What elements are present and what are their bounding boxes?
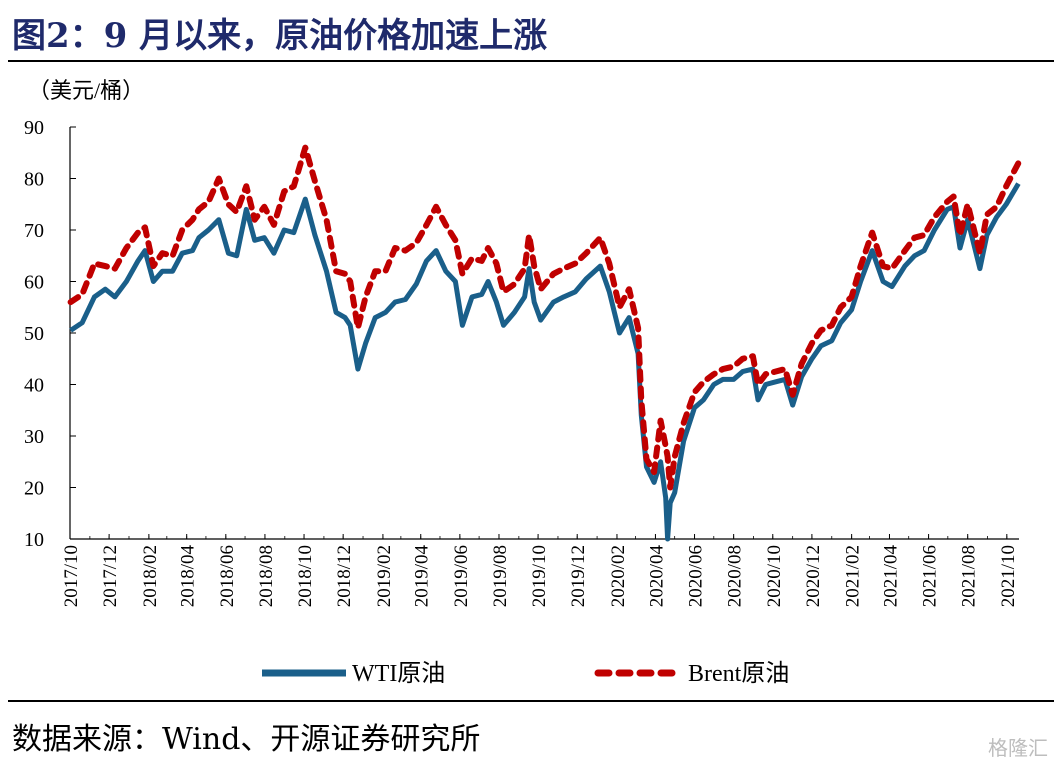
x-tick-label: 2021/08 — [959, 545, 980, 607]
x-tick-label: 2018/02 — [140, 545, 161, 607]
y-axis-unit-label: （美元/桶） — [28, 78, 144, 103]
x-tick-label: 2018/06 — [217, 545, 238, 607]
y-tick-label: 30 — [24, 426, 44, 448]
oil-price-chart: （美元/桶） 10 20 30 40 50 60 70 80 90 2017/10 2017/12 2… — [24, 78, 1022, 687]
x-tick-label: 2021/02 — [843, 545, 864, 607]
x-tick-label: 2020/10 — [764, 545, 785, 607]
x-tick-label: 2020/02 — [608, 545, 629, 607]
x-tick-label: 2020/08 — [725, 545, 746, 607]
x-tick-label: 2019/08 — [490, 545, 511, 607]
x-tick-label: 2021/06 — [920, 545, 941, 607]
x-tick-label: 2018/08 — [256, 545, 277, 607]
legend: WTI原油 Brent原油 — [262, 660, 789, 687]
watermark: 格隆汇 — [988, 736, 1048, 760]
x-tick-label: 2017/12 — [100, 545, 121, 607]
y-tick-label: 40 — [24, 375, 44, 397]
series-layer — [67, 144, 1022, 542]
x-tick-label: 2020/04 — [646, 545, 667, 608]
x-tick-label: 2017/10 — [61, 545, 82, 607]
series-line-brent — [67, 144, 1022, 491]
x-tick-label: 2019/04 — [412, 545, 433, 608]
x-tick-label: 2020/06 — [686, 545, 707, 607]
x-tick-label: 2019/12 — [568, 545, 589, 607]
x-tick-label: 2021/10 — [998, 545, 1019, 607]
x-tick-label: 2019/02 — [374, 545, 395, 607]
x-tick-label: 2019/06 — [451, 545, 472, 607]
y-tick-label: 70 — [24, 220, 44, 242]
x-tick-label: 2018/04 — [178, 545, 199, 608]
legend-label-wti: WTI原油 — [352, 660, 445, 687]
page-title: 图2：9 月以来，原油价格加速上涨 — [12, 16, 548, 56]
x-tick-label: 2021/04 — [880, 545, 901, 608]
x-tick-label: 2018/10 — [295, 545, 316, 607]
y-tick-label: 60 — [24, 272, 44, 294]
axes: 10 20 30 40 50 60 70 80 90 2017/10 2017/12 2018/02 2… — [24, 117, 1019, 607]
y-tick-label: 20 — [24, 478, 44, 500]
data-source-note: 数据来源：Wind、开源证券研究所 — [12, 722, 481, 757]
y-tick-label: 50 — [24, 323, 44, 345]
x-tick-label: 2018/12 — [334, 545, 355, 607]
y-tick-label: 80 — [24, 169, 44, 191]
x-tick-label: 2020/12 — [803, 545, 824, 607]
source-divider — [8, 700, 1054, 702]
x-tick-label: 2019/10 — [529, 545, 550, 607]
title-divider — [8, 60, 1054, 62]
y-tick-label: 90 — [24, 117, 44, 139]
legend-label-brent: Brent原油 — [688, 660, 789, 687]
series-line-wti — [69, 182, 1021, 542]
y-tick-label: 10 — [24, 529, 44, 551]
